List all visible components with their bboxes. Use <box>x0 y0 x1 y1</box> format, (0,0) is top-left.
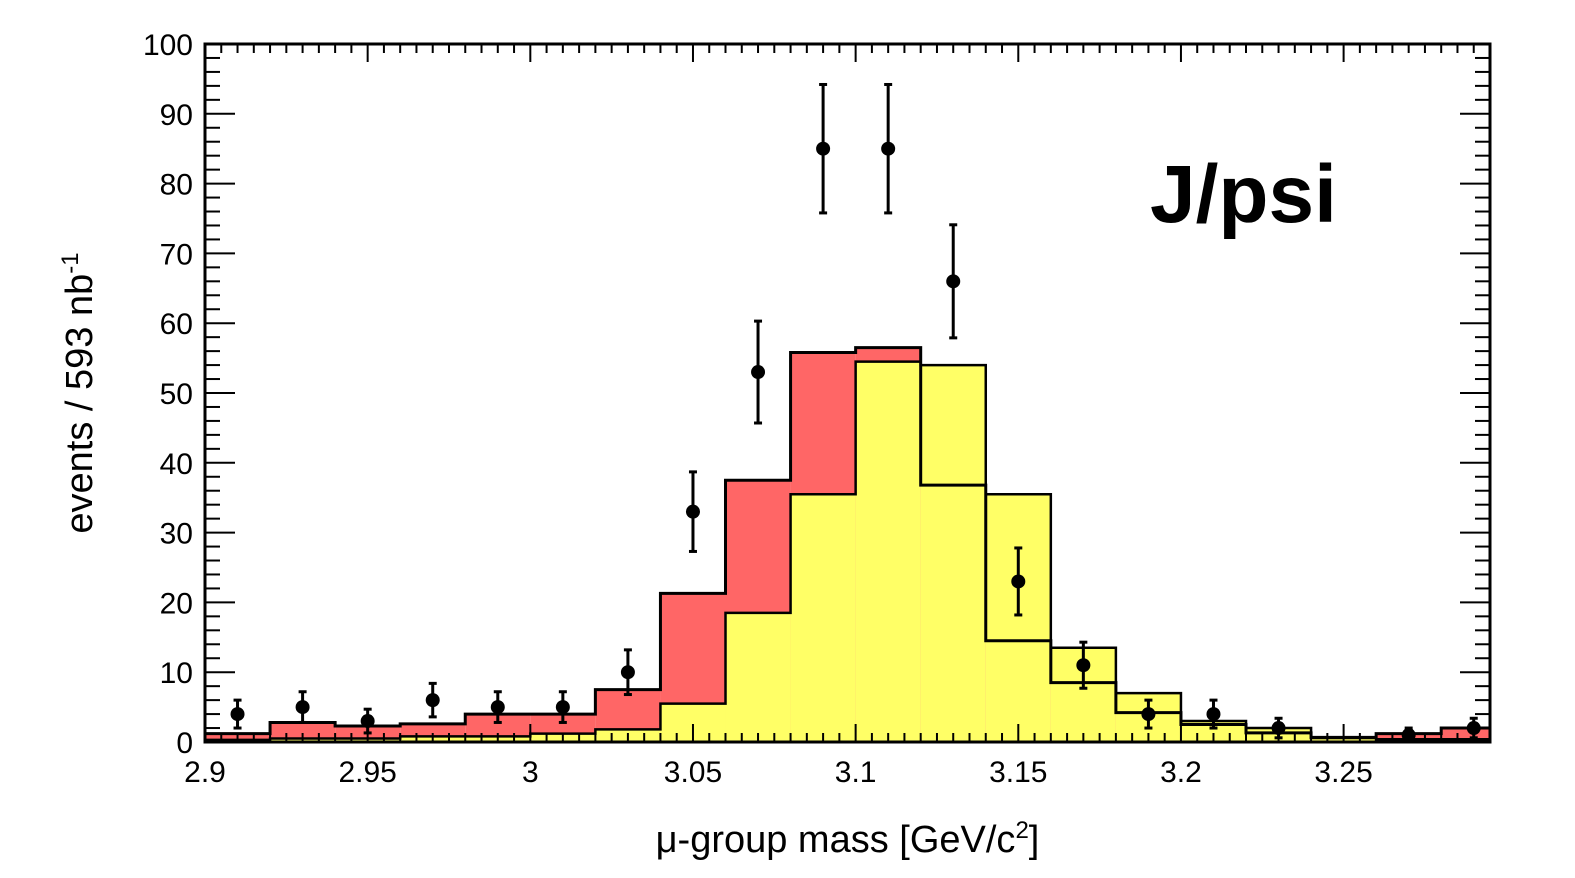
data-marker <box>1076 658 1091 673</box>
data-point <box>490 690 505 724</box>
data-marker <box>425 693 440 708</box>
x-tick-label: 3.25 <box>1314 756 1372 789</box>
x-axis-title-suffix: ] <box>1029 819 1040 861</box>
y-tick-label: 40 <box>160 448 193 481</box>
data-point <box>230 698 245 730</box>
stacked-histogram-fills <box>205 347 1490 742</box>
data-marker <box>490 700 505 715</box>
histogram-outline-1 <box>205 346 1490 740</box>
histogram-bin-0 <box>725 612 791 742</box>
data-point <box>685 470 700 553</box>
x-axis-title-superscript: 2 <box>1015 817 1028 844</box>
data-point <box>360 707 375 735</box>
y-tick-label: 70 <box>160 238 193 271</box>
y-tick-label: 100 <box>143 29 193 62</box>
data-marker <box>1466 721 1481 736</box>
plot-frame <box>203 42 1492 744</box>
x-tick-label: 2.9 <box>184 756 226 789</box>
x-tick-label: 2.95 <box>338 756 396 789</box>
data-marker <box>1141 707 1156 722</box>
y-tick-label: 50 <box>160 378 193 411</box>
y-tick-label: 90 <box>160 99 193 132</box>
y-axis-title-text: events / 593 nb <box>59 274 101 534</box>
y-tick-label: 0 <box>176 727 193 760</box>
data-marker <box>1206 707 1221 722</box>
x-tick-label: 3.15 <box>989 756 1047 789</box>
data-point <box>946 223 961 340</box>
y-axis-title-superscript: -1 <box>57 252 84 273</box>
y-tick-label: 20 <box>160 587 193 620</box>
data-marker <box>816 141 831 156</box>
data-point <box>1141 698 1156 730</box>
x-axis-title: μ-group mass [GeV/c2] <box>656 817 1040 861</box>
x-axis-title-text: μ-group mass [GeV/c <box>656 819 1016 861</box>
data-point <box>1271 716 1286 740</box>
data-point <box>751 319 766 425</box>
data-marker <box>751 365 766 380</box>
histogram-bin-0 <box>790 494 856 742</box>
y-tick-label: 60 <box>160 308 193 341</box>
data-point <box>1206 698 1221 730</box>
x-tick-label: 3.1 <box>835 756 877 789</box>
histogram-bin-0 <box>985 494 1051 742</box>
data-point <box>1011 546 1026 617</box>
data-point <box>1466 716 1481 740</box>
data-marker <box>295 700 310 715</box>
y-tick-label: 30 <box>160 518 193 551</box>
data-point <box>816 82 831 215</box>
histogram-bin-0 <box>920 365 986 742</box>
y-tick-label: 10 <box>160 657 193 690</box>
data-marker <box>230 707 245 722</box>
y-tick-label: 80 <box>160 169 193 202</box>
data-point <box>881 82 896 215</box>
data-point <box>1401 726 1416 744</box>
x-tick-label: 3.05 <box>664 756 722 789</box>
data-marker <box>881 141 896 156</box>
data-marker <box>685 504 700 519</box>
chart-annotation: J/psi <box>1150 149 1337 240</box>
y-axis-title: events / 593 nb-1 <box>57 252 101 533</box>
data-marker <box>1011 574 1026 589</box>
histogram-bin-0 <box>855 361 921 742</box>
data-point <box>1076 640 1091 690</box>
data-marker <box>555 700 570 715</box>
data-marker <box>360 714 375 729</box>
x-tick-label: 3 <box>522 756 539 789</box>
data-marker <box>1401 728 1416 743</box>
data-point <box>425 681 440 719</box>
data-points <box>230 82 1481 744</box>
data-marker <box>1271 721 1286 736</box>
data-point <box>620 648 635 697</box>
data-point <box>295 690 310 724</box>
tick-labels: 0 10 20 30 40 50 60 70 80 90 100 2.9 2.95 3 3.05 3.1 3.1… <box>143 29 1373 789</box>
data-marker <box>946 274 961 289</box>
data-marker <box>620 665 635 680</box>
x-tick-label: 3.2 <box>1160 756 1202 789</box>
data-point <box>555 690 570 724</box>
